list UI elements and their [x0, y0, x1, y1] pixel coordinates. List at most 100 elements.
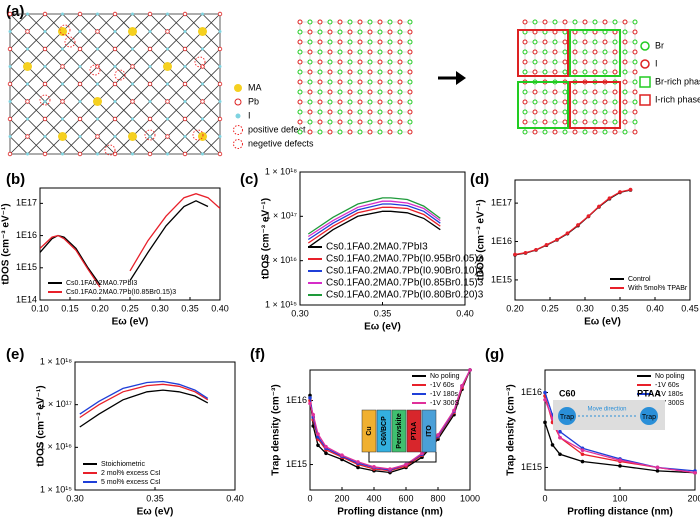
x-tick-label: 800 — [430, 493, 445, 503]
atom — [632, 119, 638, 125]
atom — [297, 119, 303, 125]
series-marker — [420, 451, 424, 456]
atom — [25, 134, 30, 139]
atom — [602, 129, 608, 135]
atom — [130, 99, 135, 104]
lattice-right — [517, 19, 638, 135]
phase-box — [517, 81, 569, 129]
atom — [592, 59, 598, 65]
atom — [26, 117, 29, 121]
atom — [622, 89, 628, 95]
atom — [25, 99, 30, 104]
atom — [572, 89, 578, 95]
atom — [522, 119, 528, 125]
atom — [131, 12, 134, 16]
atom — [60, 64, 65, 69]
atom — [61, 82, 64, 86]
arrow-head — [456, 71, 466, 85]
series-marker — [550, 443, 555, 447]
atom — [552, 39, 558, 45]
atom — [347, 49, 353, 55]
atom — [532, 59, 538, 65]
inset-label: C60 — [559, 388, 576, 398]
atom — [147, 151, 153, 157]
x-axis-label: Profling distance (nm) — [337, 507, 443, 518]
atom — [562, 129, 568, 135]
atom — [8, 100, 12, 103]
series-marker — [558, 429, 562, 434]
atom — [317, 129, 323, 135]
defect — [104, 144, 116, 156]
atom — [387, 109, 393, 115]
series-marker — [597, 204, 601, 209]
atom — [131, 47, 134, 51]
atom — [582, 19, 588, 25]
x-axis-label: Eω (eV) — [137, 507, 174, 518]
atom — [397, 39, 403, 45]
atom — [407, 69, 413, 75]
y-tick-label: 1E15 — [286, 459, 307, 469]
defect — [89, 64, 101, 76]
y-tick-label: 1E16 — [16, 230, 37, 240]
panel-label: (g) — [485, 346, 504, 363]
x-tick-label: 0.40 — [211, 303, 229, 313]
atom — [377, 39, 383, 45]
series-line — [310, 370, 470, 470]
series-marker — [655, 465, 660, 470]
legend-label: With 5mol% TPABr — [628, 285, 688, 292]
atom — [622, 39, 628, 45]
atom — [201, 117, 204, 121]
atom — [582, 49, 588, 55]
ma-ion — [93, 97, 102, 106]
atom — [407, 59, 413, 65]
atom — [307, 59, 313, 65]
x-axis-label: Profling distance (nm) — [567, 507, 673, 518]
legend-label: Cs0.1FA0.2MA0.7PbI3 — [66, 280, 137, 287]
atom — [297, 59, 303, 65]
series-marker — [543, 390, 547, 395]
atom — [407, 129, 413, 135]
atom — [357, 19, 363, 25]
x-tick-label: 0.25 — [541, 303, 559, 313]
device-layer-label: PTAA — [411, 422, 418, 441]
atom — [632, 29, 638, 35]
device-layer-label: Cu — [366, 426, 373, 435]
y-tick-label: 1E16 — [521, 387, 542, 397]
atom — [562, 39, 568, 45]
atom — [407, 89, 413, 95]
chart: (f) 0 200 400 600 800 1000 1E15 1E16 Profling dis… — [250, 346, 480, 518]
x-tick-label: 0.10 — [31, 303, 49, 313]
series-marker — [618, 190, 622, 194]
x-tick-label: 600 — [398, 493, 413, 503]
atom — [43, 100, 47, 103]
atom — [532, 119, 538, 125]
atom — [297, 49, 303, 55]
atom — [542, 39, 548, 45]
atom — [592, 99, 598, 105]
chart: (c) 0.30 0.35 0.40 1 × 10¹⁵ 1 × 10¹⁶ 1 × 10¹⁷ 1… — [240, 166, 484, 332]
atom — [183, 30, 187, 33]
y-tick-label: 1E17 — [16, 198, 37, 208]
atom — [337, 79, 343, 85]
atom — [632, 59, 638, 65]
series-marker — [558, 435, 562, 440]
atom — [148, 135, 152, 138]
panel-label: (b) — [6, 171, 25, 188]
atom — [622, 69, 628, 75]
atom — [182, 46, 188, 52]
atom — [377, 19, 383, 25]
x-tick-label: 0.30 — [291, 308, 309, 318]
atom — [397, 89, 403, 95]
phase-box — [569, 81, 621, 129]
atom — [387, 59, 393, 65]
legend-marker — [640, 41, 650, 51]
atom — [397, 19, 403, 25]
atom — [532, 19, 538, 25]
atom — [357, 99, 363, 105]
atom — [347, 109, 353, 115]
series-marker — [580, 459, 585, 464]
legend-label: Cs0.1FA0.2MA0.7Pb(I0.80Br0.20)3 — [326, 290, 484, 301]
legend-marker — [640, 59, 650, 69]
series-marker — [452, 408, 456, 413]
atom — [387, 99, 393, 105]
